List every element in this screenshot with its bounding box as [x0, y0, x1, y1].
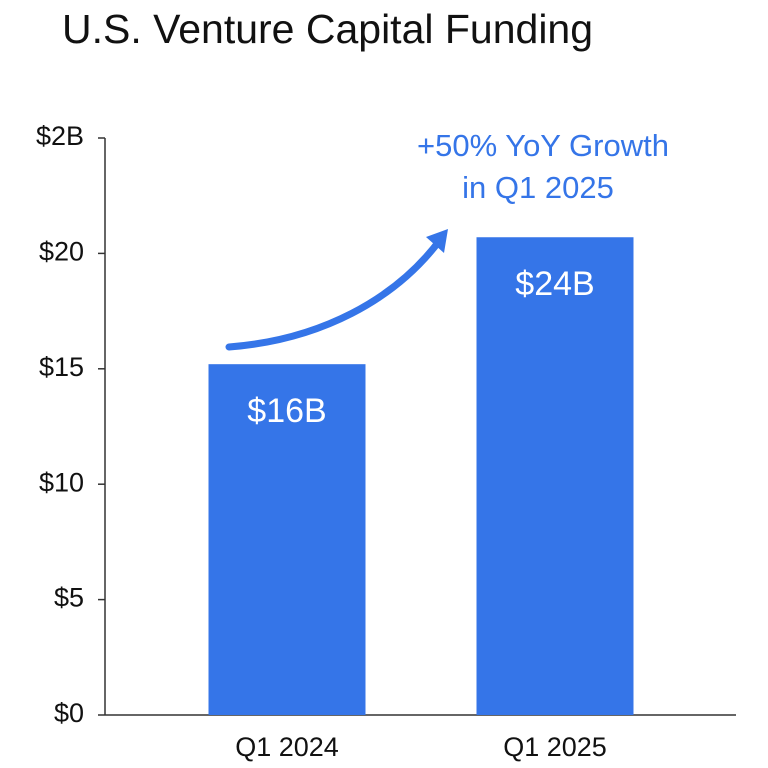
bar: [208, 364, 366, 715]
growth-arrowhead: [426, 229, 448, 253]
x-tick-label: Q1 2025: [503, 732, 607, 762]
y-tick-label: $0: [54, 698, 84, 728]
growth-arrow: [225, 236, 444, 351]
bar: [476, 237, 634, 715]
y-tick-label: $20: [39, 237, 84, 267]
y-tick-label: $5: [54, 583, 84, 613]
bar-data-label: $16B: [247, 392, 326, 430]
growth-annotation-line: in Q1 2025: [462, 170, 614, 205]
chart-title: U.S. Venture Capital Funding: [62, 6, 594, 52]
bar-data-label: $24B: [515, 265, 594, 303]
y-tick-label: $15: [39, 352, 84, 382]
y-tick-label: $2B: [36, 121, 84, 151]
y-tick-label: $10: [39, 467, 84, 497]
x-tick-label: Q1 2024: [235, 732, 339, 762]
growth-annotation-line: +50% YoY Growth: [417, 128, 669, 163]
